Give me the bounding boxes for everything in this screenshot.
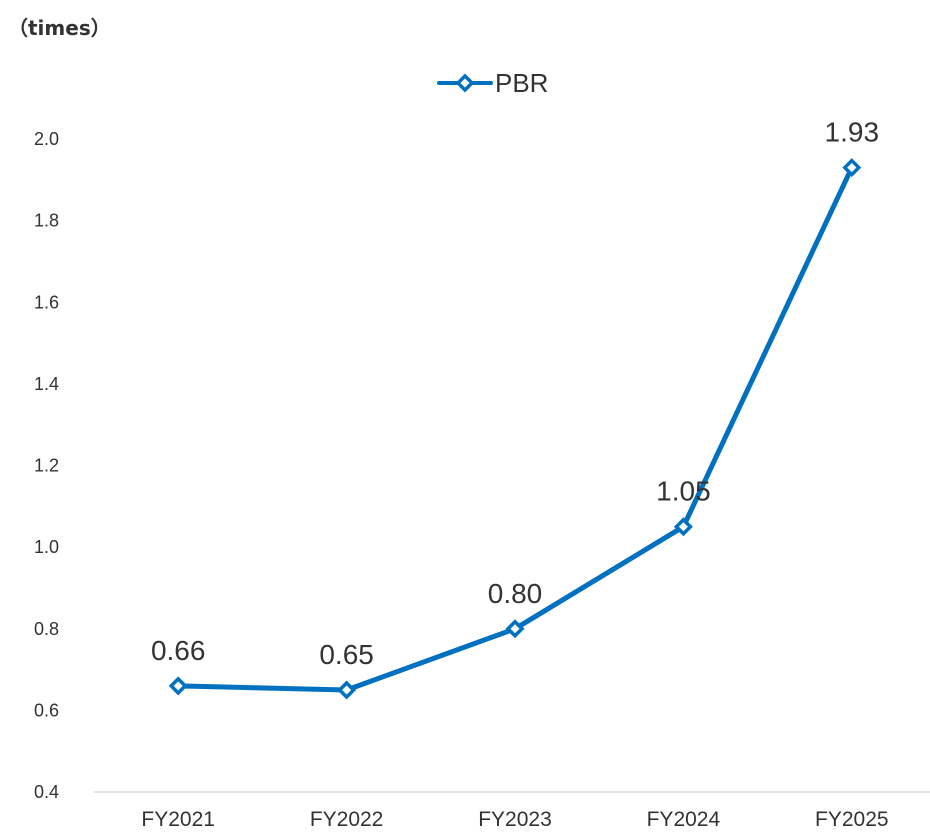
data-label: 1.93: [825, 117, 880, 148]
y-tick-label: 0.4: [34, 782, 59, 802]
data-point-marker: [842, 158, 862, 178]
y-tick-label: 2.0: [34, 129, 59, 149]
data-point-marker: [505, 619, 525, 639]
data-point-marker: [673, 517, 693, 537]
y-tick-label: 1.6: [34, 292, 59, 312]
data-label: 1.05: [656, 476, 711, 507]
x-tick-label: FY2025: [815, 808, 889, 831]
legend-marker-icon: [437, 73, 493, 93]
y-axis-ticks: 0.4 0.6 0.8 1.0 1.2 1.4 1.6 1.8 2.0: [34, 129, 59, 802]
data-label: 0.80: [488, 578, 543, 609]
y-tick-label: 1.8: [34, 211, 59, 231]
data-point-marker: [337, 680, 357, 700]
data-label: 0.66: [151, 635, 206, 666]
data-labels: 0.66 0.65 0.80 1.05 1.93: [151, 117, 879, 670]
data-point-marker: [168, 676, 188, 696]
x-axis-ticks: FY2021 FY2022 FY2023 FY2024 FY2025: [141, 808, 888, 831]
series-markers: [168, 158, 862, 700]
y-tick-label: 1.0: [34, 537, 59, 557]
x-tick-label: FY2023: [478, 808, 552, 831]
data-label: 0.65: [319, 639, 374, 670]
legend: PBR: [437, 70, 548, 96]
y-tick-label: 1.4: [34, 374, 59, 394]
y-axis-unit-label: （times）: [8, 16, 111, 40]
y-tick-label: 1.2: [34, 456, 59, 476]
x-tick-label: FY2024: [647, 808, 721, 831]
y-tick-label: 0.8: [34, 619, 59, 639]
series-line-pbr: [175, 165, 855, 693]
x-tick-label: FY2021: [141, 808, 215, 831]
x-tick-label: FY2022: [310, 808, 384, 831]
legend-label-pbr: PBR: [495, 68, 549, 98]
y-tick-label: 0.6: [34, 700, 59, 720]
